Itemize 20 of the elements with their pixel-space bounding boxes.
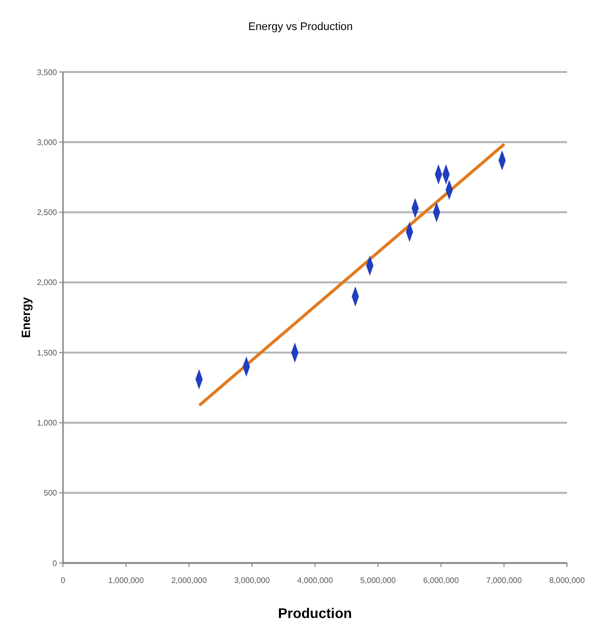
x-tick-label: 8,000,000 <box>549 576 586 585</box>
x-tick-label: 3,000,000 <box>234 576 270 585</box>
x-tick-label: 4,000,000 <box>297 576 334 585</box>
y-tick-label: 2,000 <box>36 278 58 288</box>
y-tick-label: 3,000 <box>36 138 58 147</box>
y-tick-label: 2,500 <box>36 208 58 218</box>
x-tick-label: 7,000,000 <box>486 576 522 585</box>
y-tick-label: 1,500 <box>36 348 58 358</box>
x-tick-label: 2,000,000 <box>171 576 208 585</box>
y-axis-title: Energy <box>19 296 33 338</box>
y-tick-label: 500 <box>44 488 58 498</box>
x-tick-label: 6,000,000 <box>423 576 460 585</box>
x-tick-label: 0 <box>60 576 66 585</box>
chart-title: Energy vs Production <box>248 21 353 33</box>
x-axis-title: Production <box>278 605 352 621</box>
x-tick-label: 5,000,000 <box>360 576 396 585</box>
y-tick-label: 1,000 <box>36 418 58 428</box>
x-tick-label: 1,000,000 <box>108 576 144 585</box>
y-tick-label: 0 <box>52 558 58 568</box>
y-tick-label: 3,500 <box>36 68 58 77</box>
